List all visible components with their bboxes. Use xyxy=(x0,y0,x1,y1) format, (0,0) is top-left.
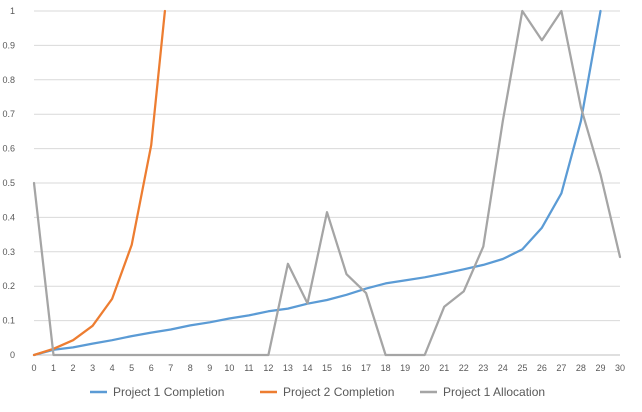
x-tick-label: 24 xyxy=(498,363,508,373)
series-line-1 xyxy=(32,9,602,357)
x-tick-label: 3 xyxy=(90,363,95,373)
x-tick-label: 29 xyxy=(595,363,605,373)
x-tick-label: 7 xyxy=(168,363,173,373)
legend-label: Project 1 Allocation xyxy=(443,385,545,399)
y-tick-label: 0.1 xyxy=(2,316,15,326)
x-tick-label: 2 xyxy=(71,363,76,373)
x-tick-label: 25 xyxy=(517,363,527,373)
y-tick-label: 0.9 xyxy=(2,40,15,50)
x-tick-label: 20 xyxy=(420,363,430,373)
x-tick-label: 10 xyxy=(224,363,234,373)
y-tick-label: 0.6 xyxy=(2,144,15,154)
x-tick-label: 8 xyxy=(188,363,193,373)
series-line-2 xyxy=(32,9,167,357)
legend-label: Project 1 Completion xyxy=(113,385,224,399)
y-tick-label: 0.7 xyxy=(2,109,15,119)
x-tick-label: 21 xyxy=(439,363,449,373)
x-tick-label: 16 xyxy=(342,363,352,373)
y-tick-label: 0.2 xyxy=(2,281,15,291)
x-tick-label: 14 xyxy=(302,363,312,373)
x-tick-label: 26 xyxy=(537,363,547,373)
x-tick-label: 11 xyxy=(244,363,253,373)
y-tick-label: 0.3 xyxy=(2,247,15,257)
y-tick-label: 0.4 xyxy=(2,212,15,222)
x-tick-label: 13 xyxy=(283,363,293,373)
x-tick-label: 30 xyxy=(615,363,625,373)
x-tick-label: 4 xyxy=(110,363,115,373)
x-tick-label: 12 xyxy=(263,363,273,373)
x-tick-label: 18 xyxy=(381,363,391,373)
y-tick-label: 1 xyxy=(10,6,15,16)
x-tick-label: 27 xyxy=(556,363,566,373)
x-tick-label: 15 xyxy=(322,363,332,373)
y-tick-label: 0 xyxy=(10,350,15,360)
x-tick-label: 1 xyxy=(51,363,56,373)
series-line-3 xyxy=(32,9,622,357)
x-tick-label: 17 xyxy=(361,363,371,373)
x-tick-label: 23 xyxy=(478,363,488,373)
series-lines xyxy=(32,9,622,357)
x-tick-label: 0 xyxy=(31,363,36,373)
y-tick-label: 0.8 xyxy=(2,75,15,85)
axes: 00.10.20.30.40.50.60.70.80.910 1 2 3 4 5 6 7 8 9 1… xyxy=(2,6,625,373)
x-tick-label: 5 xyxy=(129,363,134,373)
x-tick-label: 6 xyxy=(149,363,154,373)
x-tick-label: 22 xyxy=(459,363,469,373)
legend: Project 1 Completion Project 2 Completion… xyxy=(90,385,545,399)
legend-label: Project 2 Completion xyxy=(283,385,394,399)
x-tick-label: 19 xyxy=(400,363,410,373)
x-tick-label: 9 xyxy=(207,363,212,373)
x-tick-label: 28 xyxy=(576,363,586,373)
y-tick-label: 0.5 xyxy=(2,178,15,188)
